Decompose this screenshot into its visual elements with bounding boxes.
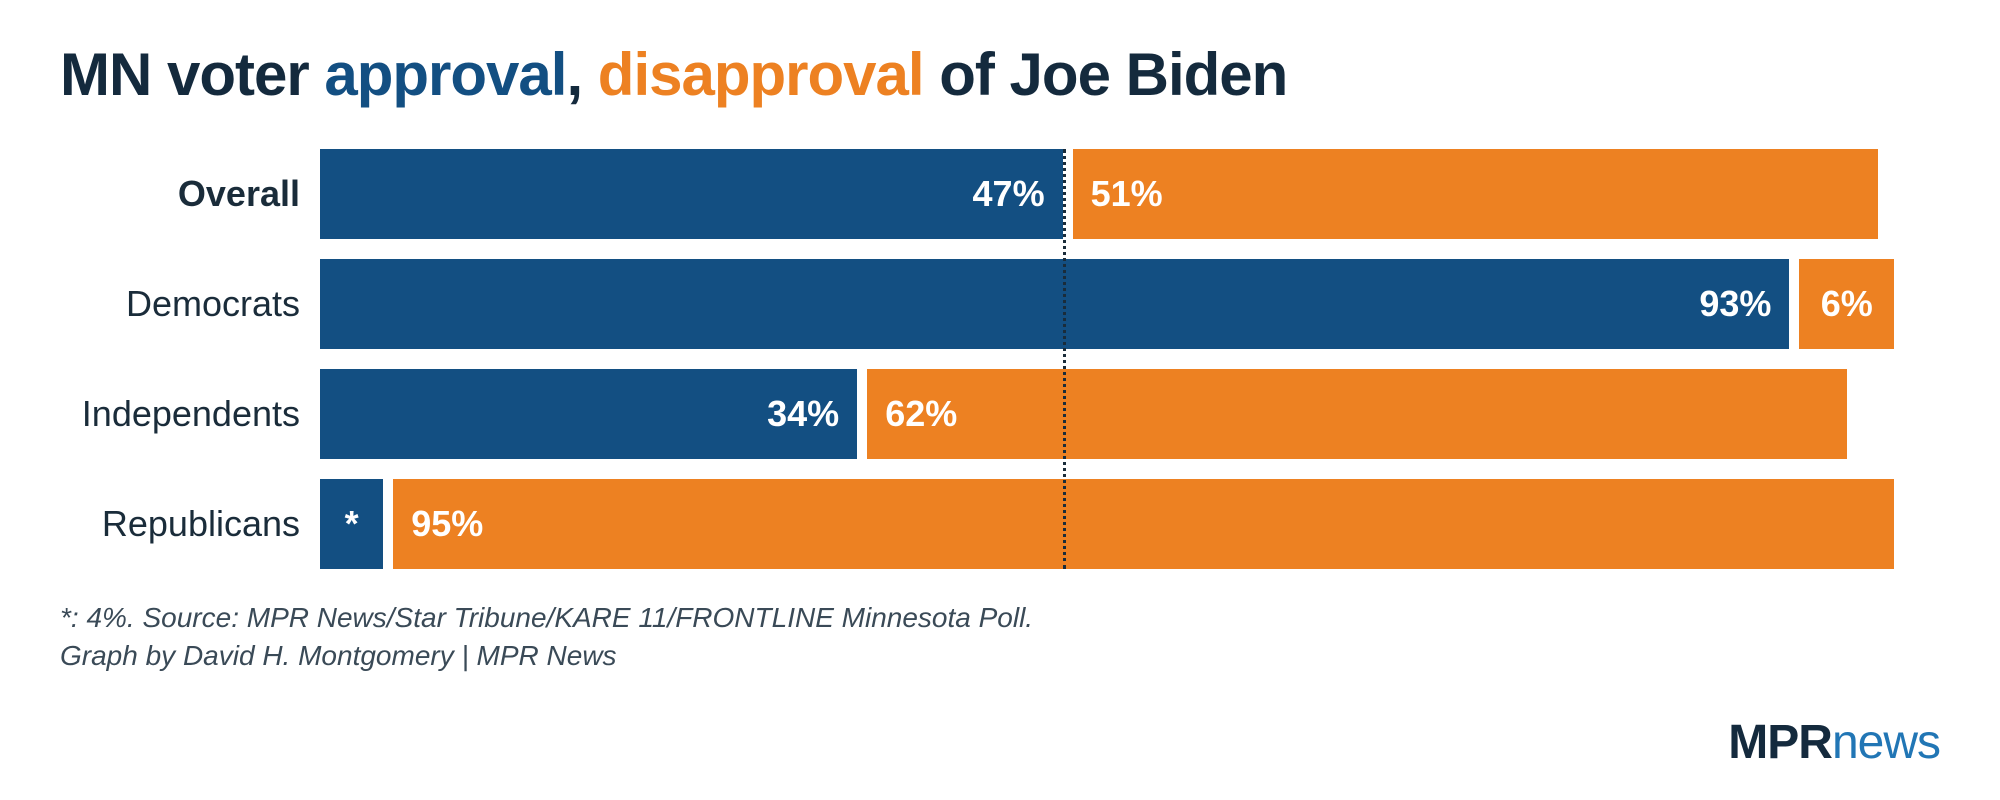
approve-bar: *	[320, 479, 383, 569]
disapprove-bar: 62%	[867, 369, 1847, 459]
chart-row: Independents34%62%	[320, 369, 1900, 459]
title-sep: ,	[566, 41, 597, 108]
title-disapprove-word: disapproval	[598, 41, 924, 108]
chart-title: MN voter approval, disapproval of Joe Bi…	[60, 40, 1940, 109]
chart-area: Overall47%51%Democrats93%6%Independents3…	[320, 149, 1900, 569]
bar-track: * 95%	[320, 479, 1900, 569]
disapprove-value: 62%	[885, 393, 957, 435]
disapprove-value: 51%	[1091, 173, 1163, 215]
footnote-line-1: *: 4%. Source: MPR News/Star Tribune/KAR…	[60, 599, 1940, 637]
disapprove-value: 6%	[1821, 283, 1873, 325]
approve-value: *	[345, 503, 359, 545]
title-suffix: of Joe Biden	[924, 41, 1288, 108]
disapprove-value: 95%	[411, 503, 483, 545]
chart-row: Overall47%51%	[320, 149, 1900, 239]
disapprove-bar: 95%	[393, 479, 1894, 569]
footnote-line-2: Graph by David H. Montgomery | MPR News	[60, 637, 1940, 675]
row-label: Republicans	[60, 503, 300, 545]
chart-row: Republicans*95%	[320, 479, 1900, 569]
row-label: Independents	[60, 393, 300, 435]
logo-mpr: MPR	[1728, 716, 1832, 769]
approve-bar: 47%	[320, 149, 1063, 239]
bar-track: 34% 62%	[320, 369, 1900, 459]
approve-value: 47%	[973, 173, 1045, 215]
source-footnote: *: 4%. Source: MPR News/Star Tribune/KAR…	[60, 599, 1940, 675]
row-label: Democrats	[60, 283, 300, 325]
disapprove-bar: 6%	[1799, 259, 1894, 349]
title-approve-word: approval	[324, 41, 566, 108]
approve-bar: 93%	[320, 259, 1789, 349]
chart-row: Democrats93%6%	[320, 259, 1900, 349]
center-reference-line	[1063, 149, 1066, 569]
row-label: Overall	[60, 173, 300, 215]
disapprove-bar: 51%	[1073, 149, 1879, 239]
approve-value: 93%	[1699, 283, 1771, 325]
approve-value: 34%	[767, 393, 839, 435]
bar-track: 47% 51%	[320, 149, 1900, 239]
approve-bar: 34%	[320, 369, 857, 459]
title-prefix: MN voter	[60, 41, 324, 108]
bar-track: 93% 6%	[320, 259, 1900, 349]
mpr-news-logo: MPRnews	[1728, 715, 1940, 770]
logo-news: news	[1832, 716, 1940, 769]
